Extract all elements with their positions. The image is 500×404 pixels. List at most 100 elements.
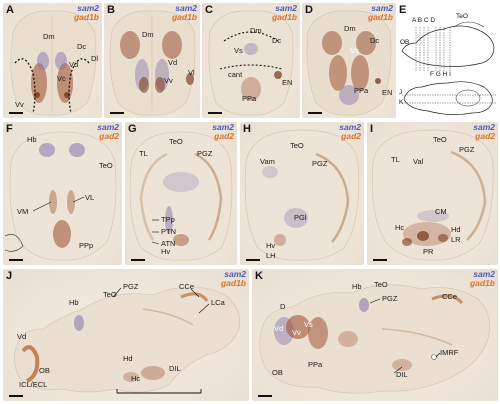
label-cant: cant [228, 70, 243, 79]
label-vd: Vd [17, 332, 27, 341]
panel-c: C sam2 gad1b Dm Dc Vs cant EN PPa [202, 3, 300, 118]
marker-gad: gad1b [220, 278, 246, 288]
label-icl-ecl: ICL/ECL [19, 380, 48, 389]
marker-sam2: sam2 [224, 269, 246, 279]
marker-legend: sam2 gad2 [97, 123, 119, 141]
marker-legend: sam2 gad2 [473, 123, 495, 141]
tissue-section-f [4, 131, 117, 261]
label-dc: Dc [272, 36, 282, 45]
panel-letter: E [399, 4, 407, 16]
label-vs: Vs [234, 46, 243, 55]
scale-bar [110, 112, 124, 114]
label-tl: TL [391, 155, 400, 164]
label-dil: DIL [396, 370, 408, 379]
label-ppa: PPa [308, 360, 323, 369]
marker-sam2: sam2 [175, 3, 197, 13]
label-en: EN [282, 78, 293, 87]
tissue-section-k [259, 284, 491, 394]
marker-gad: gad1b [367, 12, 393, 22]
marker-legend: sam2 gad1b [172, 4, 197, 22]
label-dm: Dm [142, 30, 154, 39]
label-hb: Hb [69, 298, 79, 307]
label-lr: LR [451, 235, 461, 244]
label-teo: TeO [433, 135, 447, 144]
panel-h: H sam2 gad2 TeO Vam PGZ PGl Hv LH [240, 122, 364, 265]
marker-legend: sam2 gad1b [74, 4, 99, 22]
label-pgz: PGZ [123, 282, 139, 291]
marker-gad: gad1b [171, 12, 197, 22]
marker-sam2: sam2 [212, 122, 234, 132]
panel-j: J sam2 gad1b PGZ TeO Hb CCe LCa Vd OB IC… [3, 269, 249, 401]
panel-letter: I [370, 123, 374, 135]
tissue-section-c [208, 10, 294, 116]
label-ob: OB [400, 39, 410, 46]
marker-gad: gad2 [99, 131, 119, 141]
marker-legend: sam2 gad1b [221, 270, 246, 288]
marker-legend: sam2 gad1b [272, 4, 297, 22]
label-vs: Vs [350, 46, 359, 55]
label-hc: Hc [131, 374, 141, 383]
label-ppa: PPa [242, 94, 257, 103]
label-hd: Hd [123, 354, 133, 363]
label-vv: Vv [164, 76, 173, 85]
brain-schematic [401, 21, 496, 115]
label-vd: Vd [69, 60, 79, 69]
panel-letter: F [6, 123, 13, 135]
label-tpp: TPp [161, 215, 175, 224]
label-hb: Hb [352, 282, 362, 291]
label-d: D [280, 302, 286, 311]
section-line-k: K [399, 99, 404, 106]
scale-bar [246, 259, 260, 261]
label-imrf: IMRF [440, 348, 459, 357]
label-ob: OB [39, 366, 50, 375]
marker-sam2: sam2 [77, 3, 99, 13]
label-ppa: PPa [354, 86, 369, 95]
label-teo: TeO [103, 290, 117, 299]
label-dm: Dm [43, 32, 55, 41]
label-ob: OB [272, 368, 283, 377]
panel-letter: G [128, 123, 137, 135]
label-hv: Hv [161, 247, 171, 256]
label-ptn: PTN [161, 227, 176, 236]
scale-bar [373, 259, 387, 261]
marker-gad: gad2 [341, 131, 361, 141]
label-en: EN [382, 88, 393, 97]
label-vl: VL [85, 193, 95, 202]
label-lca: LCa [211, 298, 225, 307]
marker-gad: gad2 [214, 131, 234, 141]
tissue-section-g [129, 131, 233, 261]
label-dc: Dc [77, 42, 87, 51]
label-pgz: PGZ [382, 294, 398, 303]
label-vs: Vs [304, 320, 313, 329]
label-pgz: PGZ [197, 149, 213, 158]
label-vc: Vc [57, 74, 66, 83]
label-cm: CM [435, 207, 447, 216]
label-dl: Dl [91, 54, 99, 63]
label-vd: Vd [168, 58, 178, 67]
marker-sam2: sam2 [339, 122, 361, 132]
label-teo: TeO [290, 141, 304, 150]
label-hb: Hb [27, 135, 37, 144]
panel-letter: J [6, 270, 13, 282]
label-vl: Vl [188, 68, 195, 77]
section-lines-fghi: F G H I [430, 71, 451, 78]
scale-bar [258, 395, 272, 397]
label-pgl: PGl [294, 213, 307, 222]
label-lh: LH [266, 251, 276, 260]
label-pr: PR [423, 247, 434, 256]
label-vm: VM [17, 207, 29, 216]
label-dc: Dc [370, 36, 380, 45]
panel-letter: A [6, 4, 14, 16]
tissue-section-a [10, 10, 97, 116]
marker-legend: sam2 gad2 [212, 123, 234, 141]
section-lines-abcd: A B C D [412, 17, 436, 24]
label-ppp: PPp [79, 241, 94, 250]
panel-k: K sam2 gad1b D Hb TeO PGZ CCe Vd Vv Vs O… [252, 269, 498, 401]
section-line-j: J [399, 89, 403, 96]
scale-bar [308, 112, 322, 114]
panel-letter: D [305, 4, 313, 16]
label-cce: CCe [179, 282, 195, 291]
label-pgz: PGZ [312, 159, 328, 168]
label-pgz: PGZ [459, 145, 475, 154]
label-dm: Dm [344, 24, 356, 33]
